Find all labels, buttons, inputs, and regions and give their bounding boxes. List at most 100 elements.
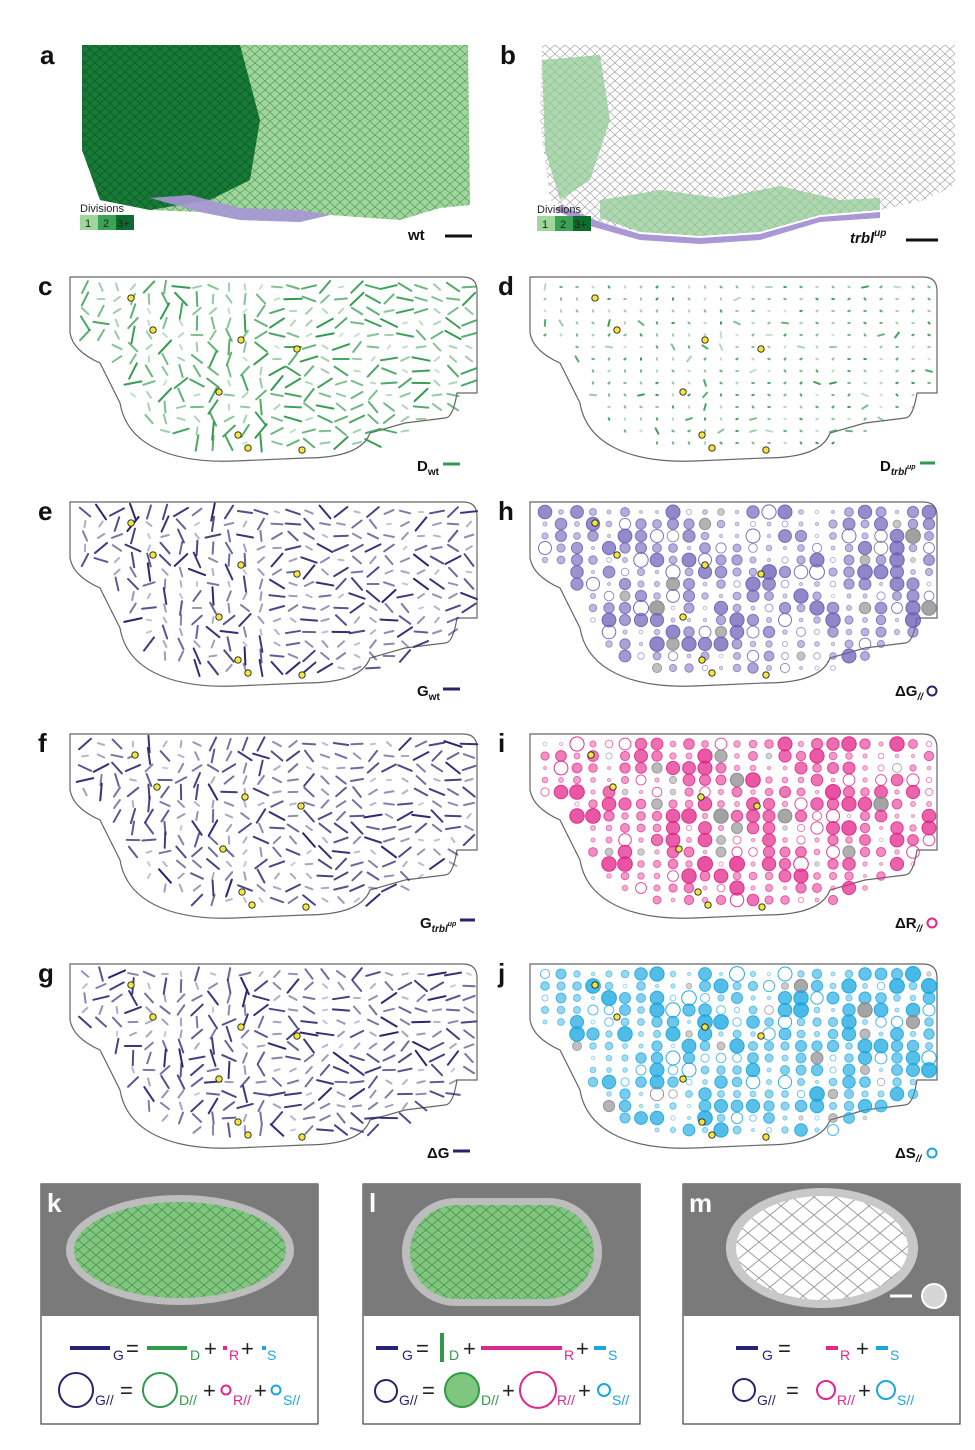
circle-mark (734, 521, 740, 527)
circle-mark (778, 565, 792, 579)
svg-text:R: R (564, 1347, 574, 1363)
circle-mark (697, 760, 713, 776)
landmark-dot (762, 671, 770, 679)
circle-mark (637, 1006, 645, 1014)
circle-mark (810, 991, 824, 1005)
vector-mark (701, 391, 709, 399)
vector-mark (289, 802, 297, 806)
vector-mark (303, 517, 315, 531)
vector-mark (337, 307, 345, 315)
vector-mark (80, 306, 90, 316)
circle-mark (682, 761, 696, 775)
vector-mark (147, 734, 151, 754)
vector-mark (147, 873, 151, 879)
vector-mark (147, 319, 151, 327)
circle-mark (858, 637, 872, 651)
vector-mark (299, 355, 319, 363)
vector-mark (177, 528, 185, 544)
circle-mark (797, 776, 805, 784)
vector-mark (173, 506, 189, 518)
vector-mark (194, 434, 200, 452)
vector-mark (320, 605, 330, 611)
vector-mark (176, 993, 186, 1003)
circle-mark (764, 787, 774, 797)
equation-m-line1: G = R + S (736, 1336, 899, 1363)
legend-item-2-b: 2 (560, 219, 566, 231)
vector-mark (259, 846, 263, 858)
circle-mark (841, 880, 857, 896)
circle-mark (605, 1030, 613, 1038)
vector-mark (462, 833, 476, 847)
circle-mark (782, 825, 788, 831)
vector-mark (350, 1112, 364, 1124)
circle-mark (748, 847, 758, 857)
vector-mark (129, 303, 137, 319)
circle-mark (665, 832, 681, 848)
vector-mark (895, 357, 899, 361)
vector-mark (195, 539, 199, 557)
symbol-label-j: ΔS// (895, 1145, 938, 1165)
vector-mark (450, 1067, 456, 1073)
circle-mark (905, 1002, 921, 1018)
vector-mark (461, 319, 477, 327)
vector-mark (256, 868, 266, 884)
vector-mark (400, 602, 410, 614)
vector-mark (268, 1091, 286, 1097)
vector-mark (396, 593, 414, 599)
circle-mark (797, 544, 805, 552)
vector-mark (131, 591, 135, 601)
vector-mark (591, 321, 595, 325)
vector-mark (334, 857, 348, 871)
vector-mark (318, 279, 332, 295)
vector-mark (191, 614, 203, 626)
circle-mark (780, 1041, 790, 1051)
vector-mark (401, 368, 409, 374)
circle-mark (894, 617, 900, 623)
circle-mark (830, 557, 836, 563)
vector-mark (398, 1006, 412, 1014)
circle-mark (794, 1123, 808, 1137)
vector-mark (258, 284, 264, 290)
vector-mark (255, 389, 267, 401)
svg-text:=: = (778, 1336, 791, 1361)
circle-mark (714, 737, 728, 751)
circle-mark (717, 1090, 725, 1098)
circle-mark (622, 983, 628, 989)
circle-mark (637, 872, 645, 880)
vector-mark (242, 591, 248, 601)
vector-mark (384, 569, 394, 575)
circle-mark (926, 971, 932, 977)
vector-mark (718, 343, 724, 351)
vector-mark (145, 1030, 153, 1038)
circle-mark (620, 567, 630, 577)
circle-mark (892, 591, 902, 601)
vector-mark (381, 883, 397, 893)
circle-mark (749, 1114, 757, 1122)
vector-mark (398, 1112, 412, 1124)
vector-mark (272, 617, 282, 623)
svg-text:+: + (576, 1336, 589, 1361)
vector-mark (190, 893, 204, 907)
svg-text:S: S (267, 1347, 276, 1363)
vector-mark (302, 1116, 316, 1120)
legend-swatch-2-b (555, 216, 573, 231)
panel-i: i ΔR// (498, 728, 938, 935)
vector-mark (239, 603, 251, 613)
vector-mark (270, 375, 284, 391)
vector-mark (226, 636, 232, 652)
vector-mark (333, 1124, 349, 1136)
circle-mark (747, 980, 759, 992)
vector-mark (177, 872, 185, 880)
vector-mark (301, 284, 317, 290)
vector-mark (257, 1100, 265, 1112)
vector-mark (257, 615, 265, 625)
tissue-outline-i (529, 733, 938, 919)
vector-mark (159, 428, 171, 434)
vector-mark (623, 345, 627, 349)
vector-mark (83, 992, 87, 1004)
circle-mark (781, 652, 789, 660)
vector-mark (243, 313, 247, 333)
circle-mark (635, 518, 647, 530)
vector-mark (242, 762, 248, 774)
circle-mark (652, 895, 662, 905)
